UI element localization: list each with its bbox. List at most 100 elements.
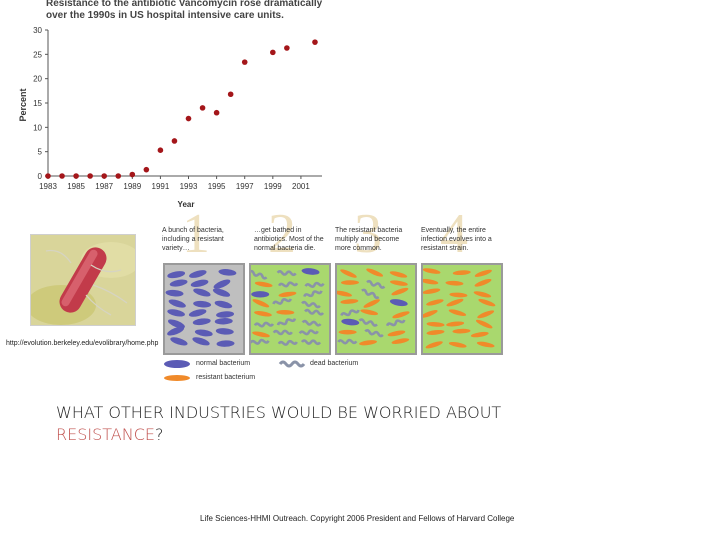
normal-bacterium [189, 270, 207, 278]
x-tick-label: 1991 [152, 182, 170, 191]
resistant-bacterium [276, 310, 295, 315]
bacteria-micrograph-image [26, 234, 141, 326]
legend-resistant-label: resistant bacterium [196, 374, 256, 381]
resistant-bacterium [476, 341, 495, 348]
resistant-bacterium [340, 269, 357, 278]
dead-bacterium [276, 270, 297, 277]
data-point [143, 166, 150, 173]
normal-bacterium [192, 318, 211, 326]
resistant-bacterium [389, 271, 408, 278]
y-tick-label: 0 [38, 172, 43, 181]
dead-bacterium-swatch [278, 360, 306, 368]
dead-bacterium [358, 318, 378, 327]
resistant-bacterium [474, 278, 492, 287]
dead-bacterium [385, 319, 406, 327]
data-point [185, 115, 192, 122]
x-axis-label: Year [178, 200, 195, 209]
resistant-bacterium [359, 340, 377, 346]
y-axis-label: Percent [18, 88, 28, 121]
resistant-bacterium [338, 329, 357, 335]
step-2-number: 2 [268, 203, 296, 265]
resistant-bacterium [366, 268, 384, 277]
resistant-bacterium [474, 269, 492, 277]
resistant-bacterium [445, 280, 464, 286]
normal-bacterium [167, 309, 185, 317]
y-tick-label: 20 [33, 75, 42, 84]
y-tick-label: 30 [33, 26, 42, 35]
normal-bacterium [251, 291, 270, 298]
normal-bacterium [167, 326, 185, 336]
question-highlight: RESISTANCE [56, 425, 155, 444]
resistant-bacterium [391, 287, 409, 296]
resistant-bacterium [391, 338, 410, 344]
normal-bacterium [194, 329, 213, 337]
step-3-text: The resistant bacteria multiply and beco… [335, 227, 403, 252]
resistant-bacterium [254, 311, 272, 317]
dead-bacterium [361, 288, 380, 300]
normal-bacterium [216, 311, 235, 318]
x-tick-label: 1985 [67, 182, 85, 191]
x-tick-label: 1983 [39, 182, 57, 191]
resistant-bacterium [254, 281, 273, 288]
resistant-bacterium [340, 299, 359, 304]
resistant-bacterium [278, 291, 297, 297]
dead-bacterium [277, 339, 298, 346]
normal-bacterium [165, 289, 184, 297]
normal-bacterium [167, 271, 186, 279]
data-point [157, 147, 164, 154]
question-text: WHAT OTHER INDUSTRIES WOULD BE WORRIED A… [56, 402, 501, 446]
y-tick-label: 15 [33, 99, 42, 108]
normal-bacterium [193, 288, 211, 297]
resistant-bacterium [470, 331, 489, 338]
resistant-bacterium [392, 311, 410, 319]
dead-bacterium [304, 308, 325, 316]
data-point [241, 59, 248, 65]
normal-bacterium [169, 279, 188, 287]
step-3-number: 3 [354, 203, 382, 265]
resistant-bacterium [446, 321, 465, 327]
normal-bacterium [192, 337, 210, 346]
dead-bacterium [364, 328, 384, 338]
normal-bacterium [341, 318, 360, 326]
resistant-bacterium [425, 341, 443, 349]
resistant-bacterium-swatch [164, 375, 190, 381]
y-tick-label: 5 [38, 148, 43, 157]
resistant-bacterium [334, 290, 352, 297]
chart-points [45, 39, 318, 179]
data-point [284, 45, 290, 51]
y-tick-label: 25 [33, 50, 42, 59]
resistant-bacterium [422, 268, 441, 274]
step-2-panel [248, 263, 331, 355]
dead-bacterium [249, 338, 270, 345]
dead-bacterium [248, 269, 268, 280]
data-point [87, 173, 93, 179]
x-tick-label: 1993 [180, 182, 198, 191]
dead-bacterium [301, 319, 322, 327]
data-point [73, 173, 79, 179]
normal-bacterium [168, 319, 185, 329]
data-point [213, 109, 220, 116]
normal-bacterium [170, 337, 188, 346]
data-point [115, 173, 122, 179]
data-point [199, 105, 206, 111]
normal-bacterium [188, 309, 207, 317]
normal-bacterium [301, 268, 320, 275]
data-point [45, 173, 51, 179]
resistant-bacterium [360, 309, 379, 316]
step-1-panel [163, 263, 245, 355]
resistant-bacterium [475, 319, 493, 329]
dead-bacterium [298, 329, 319, 336]
legend-dead-label: dead bacterium [310, 360, 359, 367]
resistant-bacterium [452, 270, 471, 276]
question-line-1: WHAT OTHER INDUSTRIES WOULD BE WORRIED A… [56, 403, 502, 422]
normal-bacterium [213, 279, 231, 289]
normal-bacterium [193, 300, 212, 308]
normal-bacterium [168, 299, 186, 308]
resistant-bacterium [387, 330, 406, 337]
step-4-panel [420, 263, 503, 355]
resistant-bacterium [340, 280, 359, 285]
resistant-bacterium [446, 298, 464, 307]
y-tick-label: 10 [33, 123, 42, 132]
step-3-panel [334, 263, 417, 355]
dead-bacterium [340, 309, 360, 317]
